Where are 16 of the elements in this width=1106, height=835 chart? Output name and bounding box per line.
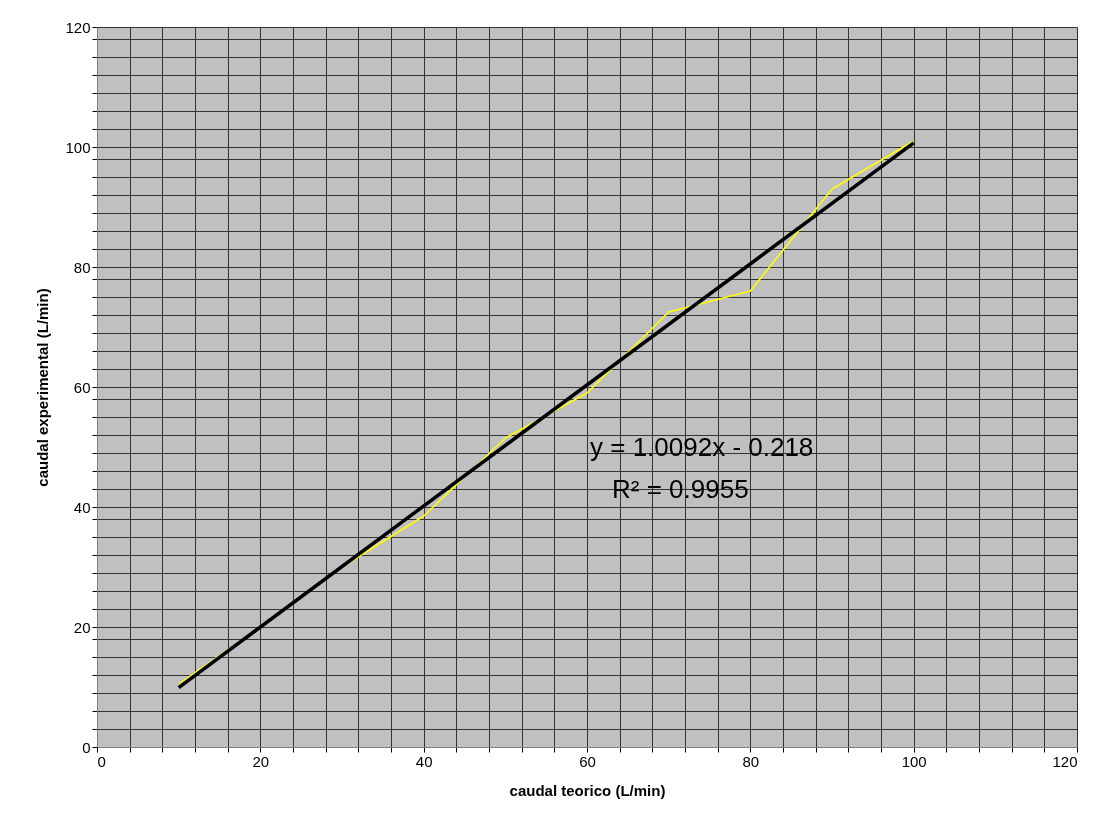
x-tick-label: 80 [742, 752, 760, 770]
y-tick-label: 80 [73, 258, 91, 276]
y-tick-label: 20 [73, 618, 91, 636]
y-axis-title: caudal experimental (L/min) [34, 288, 52, 487]
y-tick-label: 120 [65, 18, 91, 36]
x-tick-label: 0 [97, 752, 106, 770]
y-tick-label: 60 [73, 378, 91, 396]
y-tick-label: 40 [73, 498, 91, 516]
x-tick-label: 120 [1052, 752, 1078, 770]
x-tick-label: 60 [579, 752, 596, 770]
x-tick-label: 100 [901, 752, 927, 770]
y-tick-label: 100 [65, 138, 91, 156]
x-axis-title: caudal teorico (L/min) [509, 781, 666, 799]
y-tick-label: 0 [82, 738, 91, 756]
x-tick-label: 20 [252, 752, 270, 770]
x-tick-label: 40 [415, 752, 433, 770]
